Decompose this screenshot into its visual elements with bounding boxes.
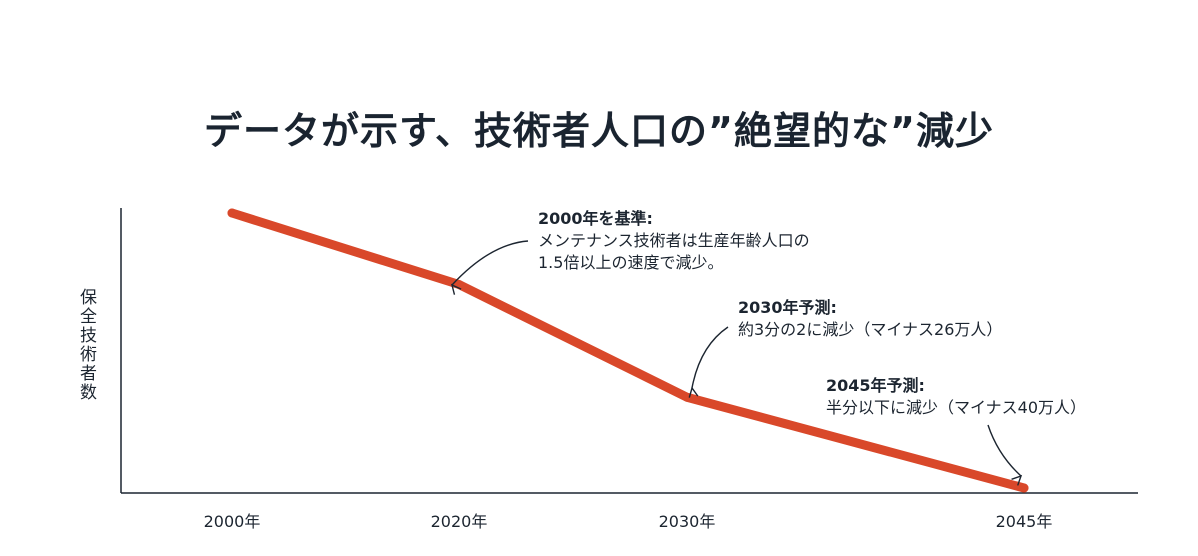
annotation-arrow-2 [987,424,1022,477]
annotation-heading: 2000年を基準: [538,209,653,228]
x-tick-label: 2045年 [996,512,1053,531]
annotation-arrow-1 [691,326,729,389]
chart-title: データが示す、技術者人口の”絶望的な”減少 [204,109,994,153]
annotation-heading: 2030年予測: [738,298,837,317]
annotation-line: 半分以下に減少（マイナス40万人） [826,398,1087,417]
data-point-2 [682,392,692,402]
annotation-heading: 2045年予測: [826,376,925,395]
x-tick-label: 2020年 [431,512,488,531]
x-tick-label: 2000年 [204,512,261,531]
annotation-arrow-0 [451,240,529,286]
annotation-2000-baseline: 2000年を基準: メンテナンス技術者は生産年齢人口の 1.5倍以上の速度で減少… [538,208,810,274]
y-axis-label: 保全技術者数 [76,288,96,402]
data-point-0 [227,208,237,218]
series-line [227,208,1029,493]
annotation-2030-forecast: 2030年予測: 約3分の2に減少（マイナス26万人） [738,297,1002,341]
annotation-2045-forecast: 2045年予測: 半分以下に減少（マイナス40万人） [826,375,1086,419]
data-point-3 [1019,483,1029,493]
annotation-arrowhead-0 [450,283,462,295]
annotation-line: 1.5倍以上の速度で減少。 [538,253,724,272]
annotation-arrowhead-2 [1011,474,1023,486]
x-tick-label: 2030年 [659,512,716,531]
annotation-line: 約3分の2に減少（マイナス26万人） [738,320,1003,339]
annotation-line: メンテナンス技術者は生産年齢人口の [538,231,810,250]
annotation-arrowhead-1 [688,386,699,398]
